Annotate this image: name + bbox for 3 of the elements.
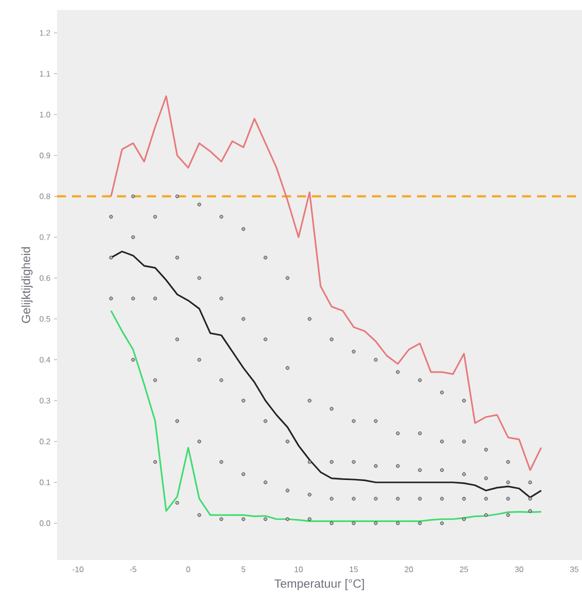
y-axis-title: Gelijktijdigheid	[21, 247, 33, 323]
x-axis-title: Temperatuur [°C]	[274, 579, 364, 590]
line-series	[110, 95, 542, 471]
